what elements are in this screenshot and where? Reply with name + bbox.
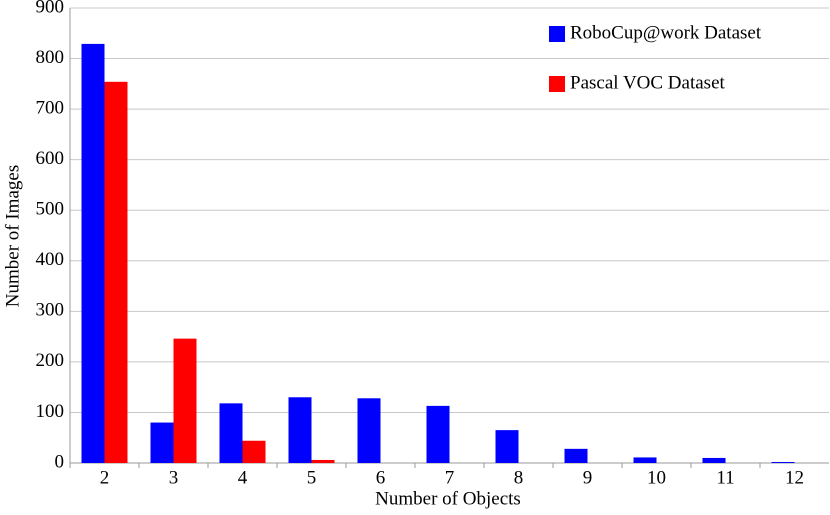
bar <box>219 403 243 463</box>
y-tick-label: 800 <box>36 47 65 68</box>
legend-label: Pascal VOC Dataset <box>570 72 726 93</box>
bar <box>242 440 266 463</box>
bar <box>426 405 450 463</box>
y-tick-label: 700 <box>36 97 65 118</box>
x-tick-label: 10 <box>647 467 666 488</box>
x-tick-label: 6 <box>376 467 386 488</box>
y-tick-label: 600 <box>36 148 65 169</box>
x-tick-label: 9 <box>583 467 593 488</box>
legend-swatch <box>549 76 565 92</box>
y-tick-label: 200 <box>36 350 65 371</box>
x-tick-label: 4 <box>238 467 248 488</box>
bar <box>104 81 128 464</box>
bar <box>633 457 657 463</box>
bar <box>311 459 335 463</box>
bar <box>357 398 381 463</box>
y-tick-label: 900 <box>36 0 65 17</box>
bar <box>173 338 197 463</box>
x-tick-label: 7 <box>445 467 455 488</box>
x-tick-label: 12 <box>785 467 804 488</box>
bar <box>288 397 312 463</box>
x-axis-label: Number of Objects <box>375 488 521 509</box>
bar <box>495 430 519 463</box>
y-axis-label: Number of Images <box>2 165 23 307</box>
bar <box>564 448 588 463</box>
bar <box>771 461 795 463</box>
x-tick-label: 3 <box>169 467 179 488</box>
bar <box>702 457 726 463</box>
y-tick-label: 300 <box>36 300 65 321</box>
y-tick-label: 0 <box>55 451 65 472</box>
x-tick-label: 2 <box>100 467 110 488</box>
bar <box>81 43 105 464</box>
y-tick-label: 500 <box>36 199 65 220</box>
x-tick-label: 11 <box>716 467 734 488</box>
x-tick-label: 5 <box>307 467 317 488</box>
y-tick-label: 400 <box>36 249 65 270</box>
legend-swatch <box>549 26 565 42</box>
legend-label: RoboCup@work Dataset <box>570 22 762 43</box>
x-tick-label: 8 <box>514 467 524 488</box>
y-tick-label: 100 <box>36 401 65 422</box>
bar <box>150 422 174 463</box>
